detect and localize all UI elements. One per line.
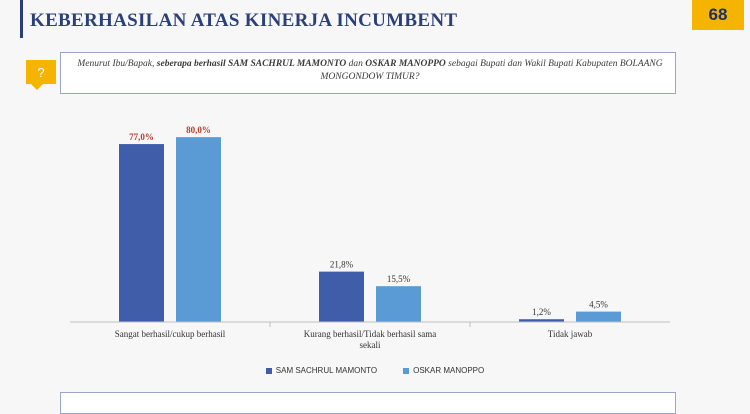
data-label-2-2: 15,5% (387, 274, 411, 284)
data-label-1-1: 77,0% (129, 132, 154, 142)
data-label-1-2: 21,8% (330, 260, 354, 270)
question-phrase: seberapa berhasil SAM SACHRUL MAMONTO (156, 59, 347, 69)
legend-item-series-1: SAM SACHRUL MAMONTO (265, 366, 378, 375)
legend-swatch-series-2 (403, 367, 410, 374)
chart-legend: SAM SACHRUL MAMONTO OSKAR MANOPPO (0, 366, 750, 375)
data-label-2-3: 4,5% (589, 300, 608, 310)
question-intro: Menurut Ibu/Bapak, (77, 59, 155, 69)
bar-chart: 77,0% 80,0% Sangat berhasil/cukup berhasil… (70, 125, 670, 350)
bar-2-1 (176, 137, 221, 322)
legend-label-series-2: OSKAR MANOPPO (413, 366, 485, 375)
question-box: Menurut Ibu/Bapak, seberapa berhasil SAM… (60, 52, 676, 94)
question-mark-icon: ? (26, 60, 56, 90)
title-accent-bar (20, 0, 23, 38)
question-connector: dan (348, 59, 363, 69)
question-person2: OSKAR MANOPPO (365, 59, 446, 69)
data-label-2-1: 80,0% (186, 125, 211, 135)
bar-1-2 (319, 271, 364, 322)
question-rest: sebagai Bupati dan Wakil Bupati Kabupate… (320, 59, 663, 82)
insight-box (60, 392, 676, 414)
legend-item-series-2: OSKAR MANOPPO (403, 366, 484, 375)
category-label-2-line-2: sekali (360, 340, 381, 350)
category-label-3: Tidak jawab (548, 329, 593, 339)
bar-1-3 (519, 319, 564, 322)
question-text: Menurut Ibu/Bapak, seberapa berhasil SAM… (73, 58, 667, 84)
bar-2-2 (376, 286, 421, 322)
category-label-2-line-1: Kurang berhasil/Tidak berhasil sama (304, 329, 436, 339)
bar-1-1 (119, 144, 164, 322)
page-title: KEBERHASILAN ATAS KINERJA INCUMBENT (30, 10, 458, 31)
bar-2-3 (576, 311, 621, 322)
page-number-badge: 68 (692, 0, 744, 30)
legend-label-series-1: SAM SACHRUL MAMONTO (275, 366, 378, 375)
legend-swatch-series-1 (265, 367, 272, 374)
category-label-1: Sangat berhasil/cukup berhasil (115, 329, 226, 339)
data-label-1-3: 1,2% (532, 307, 551, 317)
